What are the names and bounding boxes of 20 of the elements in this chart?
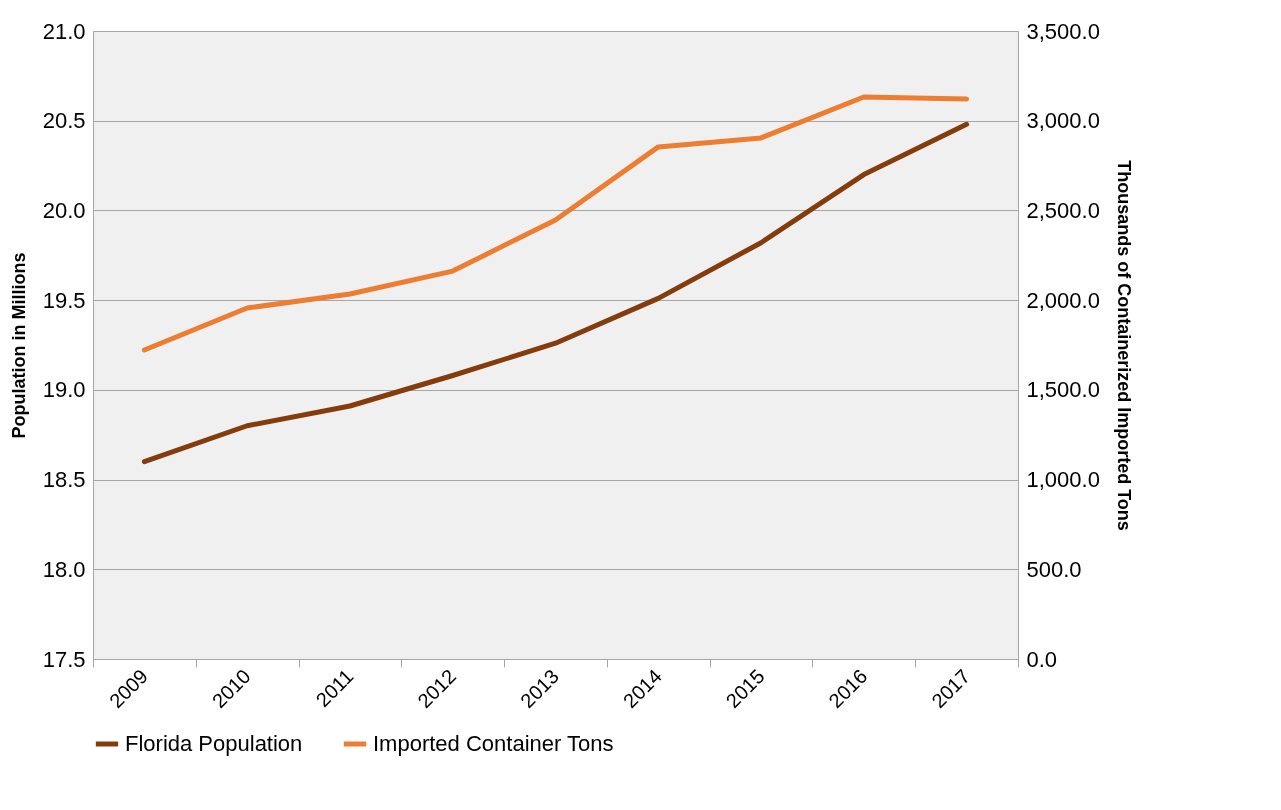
y-tick-label: 21.0 (42, 18, 86, 44)
y2-tick-label: 1,000.0 (1026, 467, 1100, 493)
y-tick-label: 18.5 (42, 467, 86, 493)
y-tick-label: 19.5 (42, 287, 86, 313)
y-tick-label: 20.5 (42, 108, 86, 134)
y2-tick-label: 2,500.0 (1026, 197, 1100, 223)
y2-tick-label: 500.0 (1026, 556, 1082, 582)
y-axis-title: Population in Millions (8, 252, 29, 439)
y2-tick-label: 2,000.0 (1026, 287, 1100, 313)
y-tick-label: 18.0 (42, 556, 86, 582)
y2-tick-label: 1,500.0 (1026, 377, 1100, 403)
legend-label: Imported Container Tons (373, 731, 614, 756)
y-tick-label: 17.5 (42, 646, 86, 672)
y-tick-label: 20.0 (42, 197, 86, 223)
y2-tick-label: 3,500.0 (1026, 18, 1100, 44)
y2-axis-title: Thousands of Containerized Imported Tons (1113, 160, 1134, 531)
legend-label: Florida Population (125, 731, 303, 756)
y-tick-label: 19.0 (42, 377, 86, 403)
y2-tick-label: 0.0 (1026, 646, 1058, 672)
y2-tick-label: 3,000.0 (1026, 108, 1100, 134)
